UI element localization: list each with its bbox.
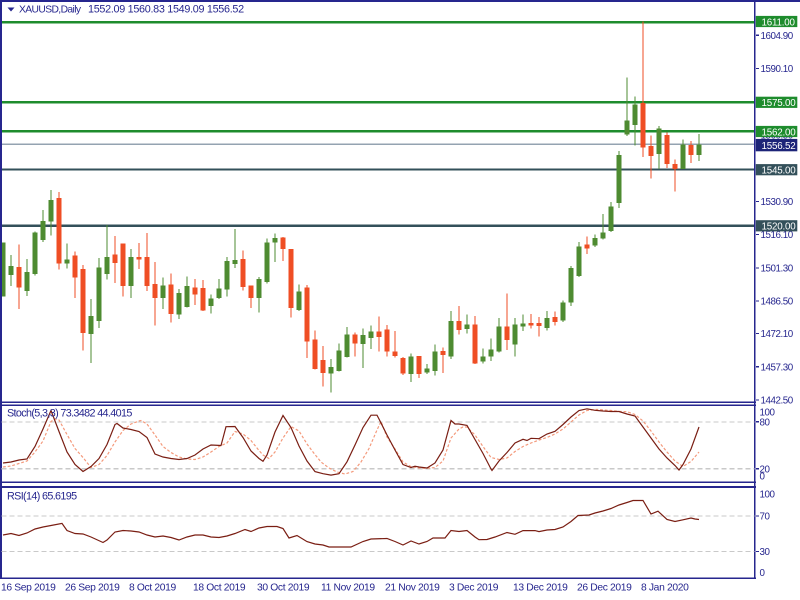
svg-text:1590.10: 1590.10 <box>761 64 794 75</box>
svg-text:26 Dec 2019: 26 Dec 2019 <box>577 583 632 594</box>
svg-text:0: 0 <box>760 472 766 483</box>
svg-text:1552.09 1560.83 1549.09 1556.5: 1552.09 1560.83 1549.09 1556.52 <box>88 4 244 16</box>
svg-text:13 Dec 2019: 13 Dec 2019 <box>513 583 568 594</box>
svg-text:1530.90: 1530.90 <box>761 197 794 208</box>
svg-text:1516.10: 1516.10 <box>761 230 794 241</box>
svg-text:1604.90: 1604.90 <box>761 31 794 42</box>
svg-text:20: 20 <box>760 464 771 475</box>
svg-text:30 Oct 2019: 30 Oct 2019 <box>257 583 310 594</box>
svg-text:30: 30 <box>760 547 771 558</box>
svg-text:0: 0 <box>760 568 766 579</box>
svg-text:1556.52: 1556.52 <box>762 141 796 152</box>
svg-text:1457.30: 1457.30 <box>761 362 794 373</box>
svg-text:Stoch(5,3,3) 73.3482 44.4015: Stoch(5,3,3) 73.3482 44.4015 <box>7 408 132 420</box>
svg-text:16 Sep 2019: 16 Sep 2019 <box>1 583 56 594</box>
svg-text:1520.00: 1520.00 <box>762 222 797 233</box>
svg-text:1501.30: 1501.30 <box>761 264 794 275</box>
svg-text:18 Oct 2019: 18 Oct 2019 <box>193 583 246 594</box>
svg-text:XAUUSD,Daily: XAUUSD,Daily <box>19 5 82 16</box>
svg-text:RSI(14) 65.6195: RSI(14) 65.6195 <box>7 491 77 503</box>
svg-text:8 Oct 2019: 8 Oct 2019 <box>129 583 176 594</box>
svg-text:1442.50: 1442.50 <box>761 396 794 407</box>
svg-text:1486.50: 1486.50 <box>761 297 794 308</box>
svg-text:80: 80 <box>760 417 771 428</box>
svg-text:21 Nov 2019: 21 Nov 2019 <box>385 583 440 594</box>
svg-text:26 Sep 2019: 26 Sep 2019 <box>65 583 120 594</box>
svg-text:1611.00: 1611.00 <box>762 17 796 28</box>
svg-text:100: 100 <box>760 408 776 419</box>
svg-text:1562.00: 1562.00 <box>762 127 797 138</box>
svg-text:1545.00: 1545.00 <box>762 166 797 177</box>
svg-text:11 Nov 2019: 11 Nov 2019 <box>321 583 375 594</box>
svg-text:70: 70 <box>760 512 771 523</box>
svg-text:1472.10: 1472.10 <box>761 329 794 340</box>
svg-text:3 Dec 2019: 3 Dec 2019 <box>449 583 499 594</box>
svg-text:100: 100 <box>760 490 776 501</box>
svg-text:1575.00: 1575.00 <box>762 98 797 109</box>
svg-text:8 Jan 2020: 8 Jan 2020 <box>641 583 689 594</box>
